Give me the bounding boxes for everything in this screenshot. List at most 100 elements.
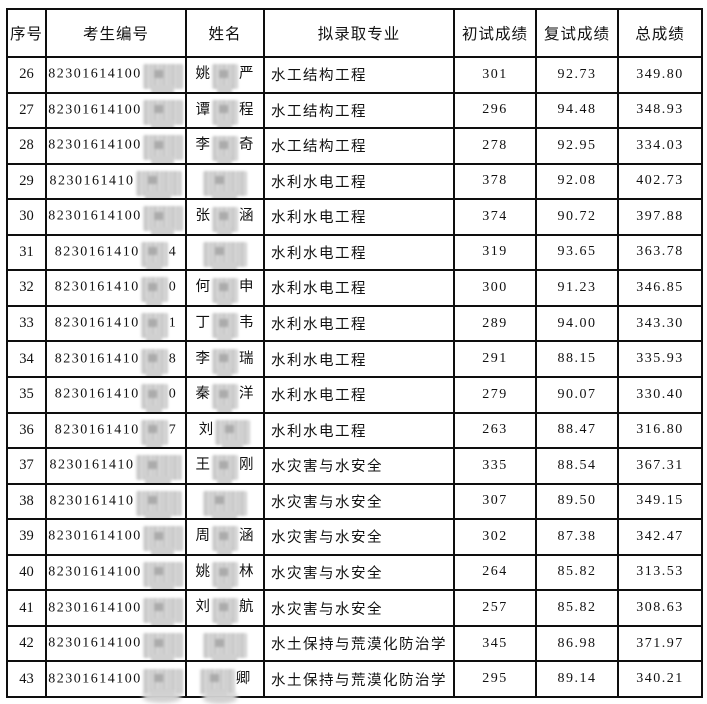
initial-score-cell: 302 <box>453 518 537 556</box>
redaction-block <box>142 561 183 589</box>
redaction-block <box>212 562 238 589</box>
retest-score-cell: 89.14 <box>535 660 619 698</box>
major-cell: 水灾害与水安全 <box>263 518 455 556</box>
major-cell: 水利水电工程 <box>263 162 455 201</box>
table-body: 26 82301614100 姚严水工结构工程 301 92.73 349.80 27 823… <box>6 56 703 698</box>
id-prefix: 82301614100 <box>48 209 142 225</box>
redaction-block <box>212 526 238 553</box>
name-last-char: 航 <box>239 599 255 616</box>
table-row: 43 82301614100 卿水土保持与荒漠化防治学 295 89.14 340.21 <box>6 660 703 698</box>
id-prefix: 8230161410 <box>49 493 135 509</box>
name-cell: 刘航 <box>185 589 265 627</box>
name-first-char: 秦 <box>195 386 211 403</box>
total-score-cell: 363.78 <box>617 233 703 272</box>
name-cell: 李瑞 <box>185 340 265 378</box>
redaction-block <box>140 384 168 411</box>
redaction-block <box>199 668 235 696</box>
admission-results-table: 序号 考生编号 姓名 拟录取专业 初试成绩 复试成绩 总成绩 26 82301614100 姚严… <box>6 8 703 698</box>
id-prefix: 8230161410 <box>54 244 140 260</box>
candidate-id-cell: 82301614100 <box>45 553 187 592</box>
candidate-id-cell: 8230161410 7 <box>45 411 187 450</box>
candidate-id-cell: 8230161410 <box>45 447 187 485</box>
redaction-block <box>140 313 168 340</box>
redaction-block <box>142 526 183 553</box>
id-suffix: 0 <box>168 280 178 296</box>
serial-cell: 28 <box>6 127 47 165</box>
id-suffix: 4 <box>168 244 178 260</box>
serial-cell: 26 <box>6 56 47 94</box>
redaction-block <box>142 633 183 660</box>
total-score-cell: 349.15 <box>617 482 703 521</box>
name-cell: 刘 <box>185 411 265 450</box>
name-last-char: 林 <box>239 563 255 580</box>
retest-score-cell: 90.07 <box>535 375 619 414</box>
total-score-cell: 313.53 <box>617 553 703 592</box>
retest-score-cell: 94.00 <box>535 304 619 343</box>
serial-cell: 40 <box>6 553 47 592</box>
serial-cell: 37 <box>6 447 47 485</box>
total-score-cell: 308.63 <box>617 589 703 627</box>
name-first-char: 谭 <box>195 101 211 118</box>
initial-score-cell: 335 <box>453 447 537 485</box>
major-cell: 水工结构工程 <box>263 91 455 130</box>
redaction-block <box>135 170 182 198</box>
initial-score-cell: 279 <box>453 375 537 414</box>
name-last-char: 申 <box>239 279 255 296</box>
table-row: 32 8230161410 0 何申水利水电工程 300 91.23 346.85 <box>6 269 703 307</box>
initial-score-cell: 295 <box>453 660 537 698</box>
table-row: 35 8230161410 0 秦洋水利水电工程 279 90.07 330.40 <box>6 375 703 414</box>
name-cell <box>185 162 265 201</box>
name-cell: 秦洋 <box>185 375 265 414</box>
major-cell: 水灾害与水安全 <box>263 447 455 485</box>
id-prefix: 8230161410 <box>54 386 140 402</box>
name-cell <box>185 233 265 272</box>
name-last-char: 涵 <box>239 528 255 545</box>
serial-cell: 35 <box>6 375 47 414</box>
redaction-block <box>142 206 183 233</box>
redaction-block <box>142 64 183 91</box>
total-score-cell: 397.88 <box>617 198 703 236</box>
candidate-id-cell: 82301614100 <box>45 518 187 556</box>
name-first-char: 张 <box>195 208 211 225</box>
serial-cell: 30 <box>6 198 47 236</box>
serial-cell: 31 <box>6 233 47 272</box>
serial-cell: 27 <box>6 91 47 130</box>
table-row: 31 8230161410 4 水利水电工程 319 93.65 363.78 <box>6 233 703 272</box>
table-row: 36 8230161410 7 刘 水利水电工程 263 88.47 316.80 <box>6 411 703 450</box>
candidate-id-cell: 82301614100 <box>45 198 187 236</box>
table-row: 29 8230161410 水利水电工程 378 92.08 402.73 <box>6 162 703 201</box>
table-row: 26 82301614100 姚严水工结构工程 301 92.73 349.80 <box>6 56 703 94</box>
name-first-char: 刘 <box>195 599 211 616</box>
redaction-block <box>203 490 247 518</box>
id-prefix: 8230161410 <box>54 315 140 331</box>
major-cell: 水灾害与水安全 <box>263 482 455 521</box>
name-last-char: 瑞 <box>239 350 255 367</box>
major-cell: 水利水电工程 <box>263 340 455 378</box>
name-cell <box>185 624 265 663</box>
name-last-char: 奇 <box>239 137 255 154</box>
serial-cell: 41 <box>6 589 47 627</box>
id-prefix: 82301614100 <box>48 67 142 83</box>
name-last-char: 卿 <box>235 670 252 687</box>
initial-score-cell: 374 <box>453 198 537 236</box>
redaction-block <box>142 99 183 127</box>
total-score-cell: 340.21 <box>617 660 703 698</box>
id-suffix: 1 <box>168 315 178 331</box>
initial-score-cell: 296 <box>453 91 537 130</box>
table-row: 34 8230161410 8 李瑞水利水电工程 291 88.15 335.93 <box>6 340 703 378</box>
redaction-block <box>140 348 168 375</box>
redaction-block <box>212 313 238 340</box>
major-cell: 水利水电工程 <box>263 411 455 450</box>
id-prefix: 8230161410 <box>54 422 140 438</box>
name-first-char: 姚 <box>195 563 211 580</box>
total-score-cell: 349.80 <box>617 56 703 94</box>
name-first-char: 刘 <box>198 421 215 438</box>
total-score-cell: 367.31 <box>617 447 703 485</box>
redaction-block <box>212 135 238 162</box>
initial-score-cell: 345 <box>453 624 537 663</box>
redaction-block <box>212 277 238 304</box>
retest-score-cell: 88.47 <box>535 411 619 450</box>
redaction-block <box>212 597 238 624</box>
name-cell: 王刚 <box>185 447 265 485</box>
